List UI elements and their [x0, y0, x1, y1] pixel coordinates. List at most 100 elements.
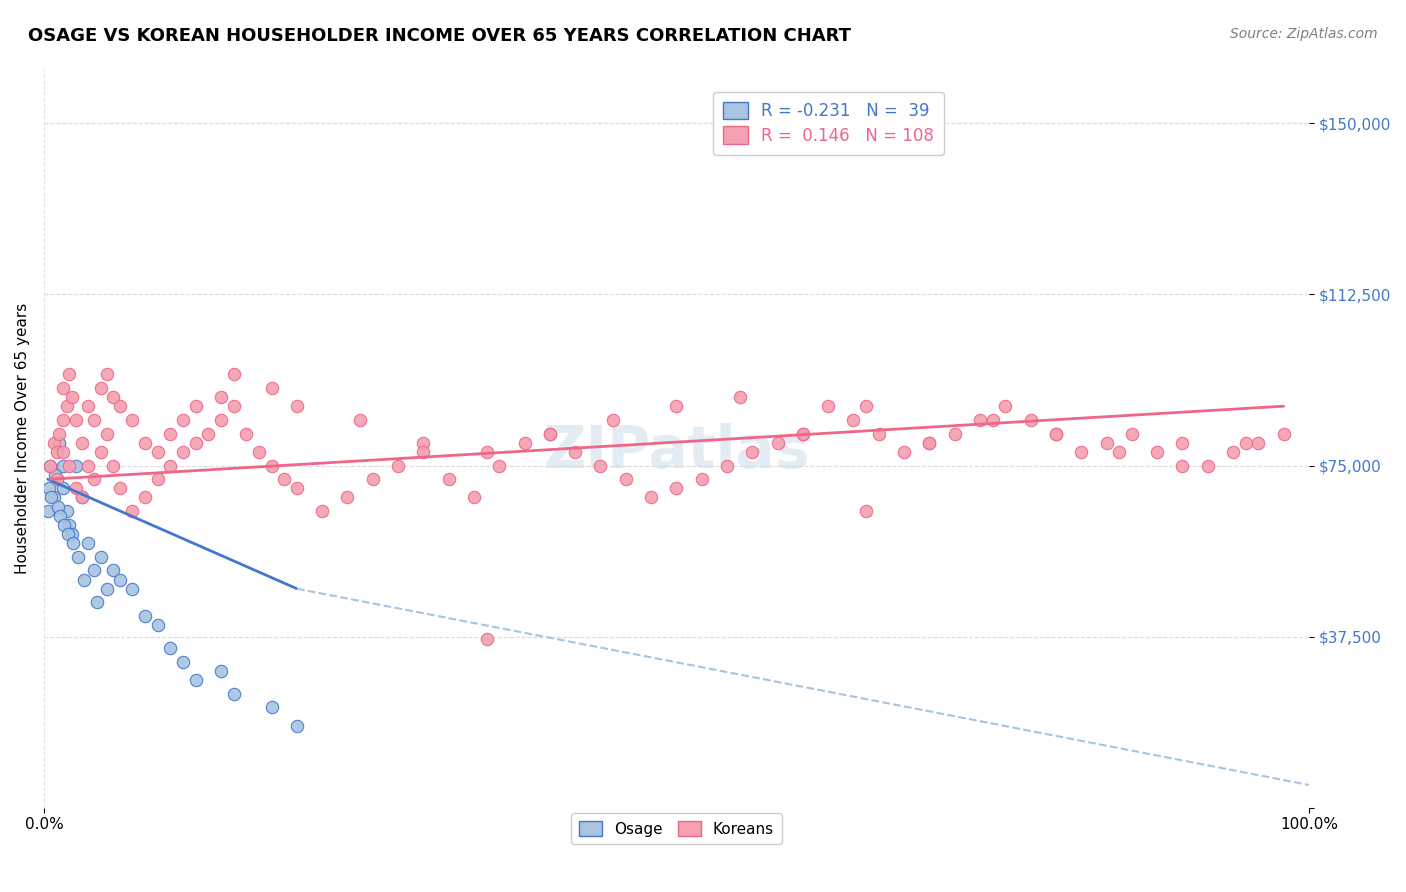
Point: [222, 687, 245, 701]
Point: [349, 413, 371, 427]
Point: [209, 390, 232, 404]
Point: [589, 458, 612, 473]
Point: [48, 435, 70, 450]
Point: [70, 435, 93, 450]
Point: [766, 435, 789, 450]
Point: [602, 413, 624, 427]
Point: [108, 399, 131, 413]
Point: [1222, 445, 1244, 459]
Point: [159, 426, 181, 441]
Point: [1234, 435, 1257, 450]
Point: [868, 426, 890, 441]
Point: [209, 664, 232, 678]
Point: [1045, 426, 1067, 441]
Point: [943, 426, 966, 441]
Point: [103, 458, 125, 473]
Text: Source: ZipAtlas.com: Source: ZipAtlas.com: [1230, 27, 1378, 41]
Point: [44, 467, 66, 482]
Point: [134, 609, 156, 624]
Point: [614, 472, 637, 486]
Point: [65, 413, 87, 427]
Point: [235, 426, 257, 441]
Point: [665, 481, 688, 495]
Point: [209, 413, 232, 427]
Point: [60, 390, 83, 404]
Point: [1146, 445, 1168, 459]
Point: [842, 413, 865, 427]
Point: [1247, 435, 1270, 450]
Point: [42, 491, 65, 505]
Point: [475, 445, 498, 459]
Point: [58, 458, 80, 473]
Text: ZIPatlas: ZIPatlas: [543, 424, 810, 480]
Point: [222, 399, 245, 413]
Point: [86, 595, 108, 609]
Point: [1171, 435, 1194, 450]
Point: [817, 399, 839, 413]
Point: [70, 491, 93, 505]
Point: [56, 527, 79, 541]
Point: [475, 632, 498, 646]
Point: [260, 700, 283, 714]
Point: [247, 445, 270, 459]
Point: [1171, 458, 1194, 473]
Point: [336, 491, 359, 505]
Point: [513, 435, 536, 450]
Point: [103, 390, 125, 404]
Point: [361, 472, 384, 486]
Point: [52, 413, 75, 427]
Point: [690, 472, 713, 486]
Point: [437, 472, 460, 486]
Point: [46, 500, 69, 514]
Point: [260, 381, 283, 395]
Point: [1019, 413, 1042, 427]
Point: [45, 472, 67, 486]
Point: [121, 582, 143, 596]
Point: [45, 472, 67, 486]
Point: [77, 399, 100, 413]
Point: [1095, 435, 1118, 450]
Point: [1121, 426, 1143, 441]
Legend: Osage, Koreans: Osage, Koreans: [571, 814, 782, 845]
Point: [538, 426, 561, 441]
Point: [52, 458, 75, 473]
Point: [159, 641, 181, 656]
Point: [488, 458, 510, 473]
Point: [1108, 445, 1130, 459]
Point: [146, 445, 169, 459]
Point: [77, 458, 100, 473]
Point: [103, 564, 125, 578]
Y-axis label: Householder Income Over 65 years: Householder Income Over 65 years: [15, 302, 30, 574]
Point: [665, 399, 688, 413]
Point: [83, 472, 105, 486]
Point: [58, 368, 80, 382]
Point: [741, 445, 763, 459]
Point: [969, 413, 991, 427]
Point: [564, 445, 586, 459]
Point: [39, 458, 62, 473]
Point: [41, 491, 63, 505]
Point: [45, 445, 67, 459]
Point: [222, 368, 245, 382]
Point: [146, 472, 169, 486]
Point: [792, 426, 814, 441]
Point: [146, 618, 169, 632]
Point: [49, 508, 72, 523]
Point: [90, 445, 112, 459]
Point: [96, 426, 118, 441]
Point: [387, 458, 409, 473]
Point: [77, 536, 100, 550]
Point: [285, 481, 308, 495]
Point: [716, 458, 738, 473]
Point: [1197, 458, 1219, 473]
Point: [172, 413, 194, 427]
Point: [184, 399, 207, 413]
Text: OSAGE VS KOREAN HOUSEHOLDER INCOME OVER 65 YEARS CORRELATION CHART: OSAGE VS KOREAN HOUSEHOLDER INCOME OVER …: [28, 27, 851, 45]
Point: [855, 504, 877, 518]
Point: [172, 445, 194, 459]
Point: [918, 435, 941, 450]
Point: [463, 491, 485, 505]
Point: [52, 381, 75, 395]
Point: [53, 517, 76, 532]
Point: [83, 564, 105, 578]
